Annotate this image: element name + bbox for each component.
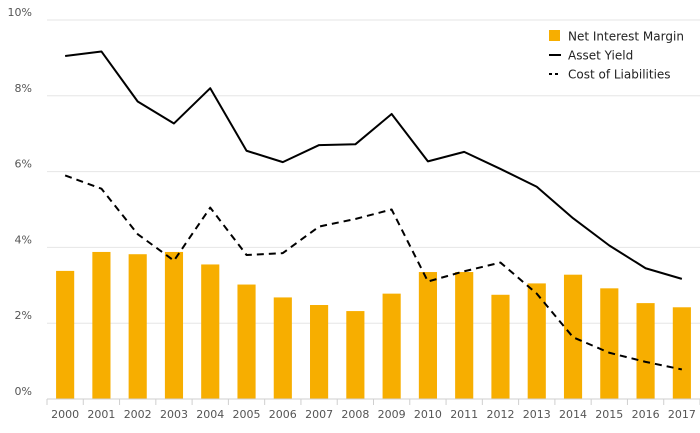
x-tick-label: 2004: [196, 408, 224, 421]
bar-2017: [672, 307, 691, 399]
x-tick-label: 2008: [341, 408, 369, 421]
axes: 0% 2% 4% 6% 8% 10% 2000 2001 2002 2003 2004 2005 200…: [8, 6, 700, 421]
bar-2008: [346, 311, 365, 399]
x-tick-label: 2012: [486, 408, 514, 421]
bar-2001: [92, 251, 111, 399]
x-tick-label: 2009: [378, 408, 406, 421]
x-tick-label: 2001: [87, 408, 115, 421]
bar-2015: [600, 288, 619, 399]
bar-2014: [563, 274, 583, 399]
x-tick-label: 2002: [124, 408, 152, 421]
bar-2007: [310, 305, 329, 399]
legend: Net Interest Margin Asset Yield Cost of Li…: [549, 30, 684, 82]
cost-of-liabilities-line: [64, 174, 683, 371]
legend-label: Net Interest Margin: [568, 30, 684, 44]
bar-2012: [491, 294, 510, 399]
bar-2004: [201, 264, 220, 399]
legend-label: Asset Yield: [568, 49, 633, 63]
bar-2016: [636, 303, 655, 399]
y-tick-label: 4%: [15, 233, 32, 246]
bar-2009: [382, 293, 401, 399]
x-tick-label: 2003: [160, 408, 188, 421]
x-tick-label: 2005: [233, 408, 261, 421]
x-tick-label: 2006: [269, 408, 297, 421]
gridlines: [47, 19, 700, 324]
y-tick-label: 0%: [15, 385, 32, 398]
bar-2005: [237, 284, 256, 399]
x-tick-label: 2014: [559, 408, 587, 421]
y-tick-label: 2%: [15, 309, 32, 322]
asset-yield-line: [65, 50, 683, 280]
x-tick-label: 2011: [450, 408, 478, 421]
bar-series: [56, 251, 691, 399]
x-tick-label: 2007: [305, 408, 333, 421]
bar-2006: [273, 297, 292, 399]
x-tick-label: 2013: [523, 408, 551, 421]
x-tick-label: 2000: [51, 408, 79, 421]
bar-2003: [164, 251, 184, 399]
x-tick-label: 2017: [668, 408, 696, 421]
legend-swatch-net-interest-margin: [549, 30, 560, 41]
y-tick-label: 10%: [8, 6, 32, 19]
line-series: [64, 50, 683, 371]
bar-2002: [128, 254, 147, 399]
x-tick-label: 2016: [632, 408, 660, 421]
bar-2011: [455, 272, 474, 399]
y-tick-label: 8%: [15, 82, 32, 95]
bar-2000: [56, 270, 75, 399]
bar-2013: [527, 283, 546, 399]
bar-2010: [418, 272, 437, 399]
x-tick-label: 2015: [595, 408, 623, 421]
y-tick-label: 6%: [15, 158, 32, 171]
legend-label: Cost of Liabilities: [568, 68, 671, 82]
x-tick-label: 2010: [414, 408, 442, 421]
